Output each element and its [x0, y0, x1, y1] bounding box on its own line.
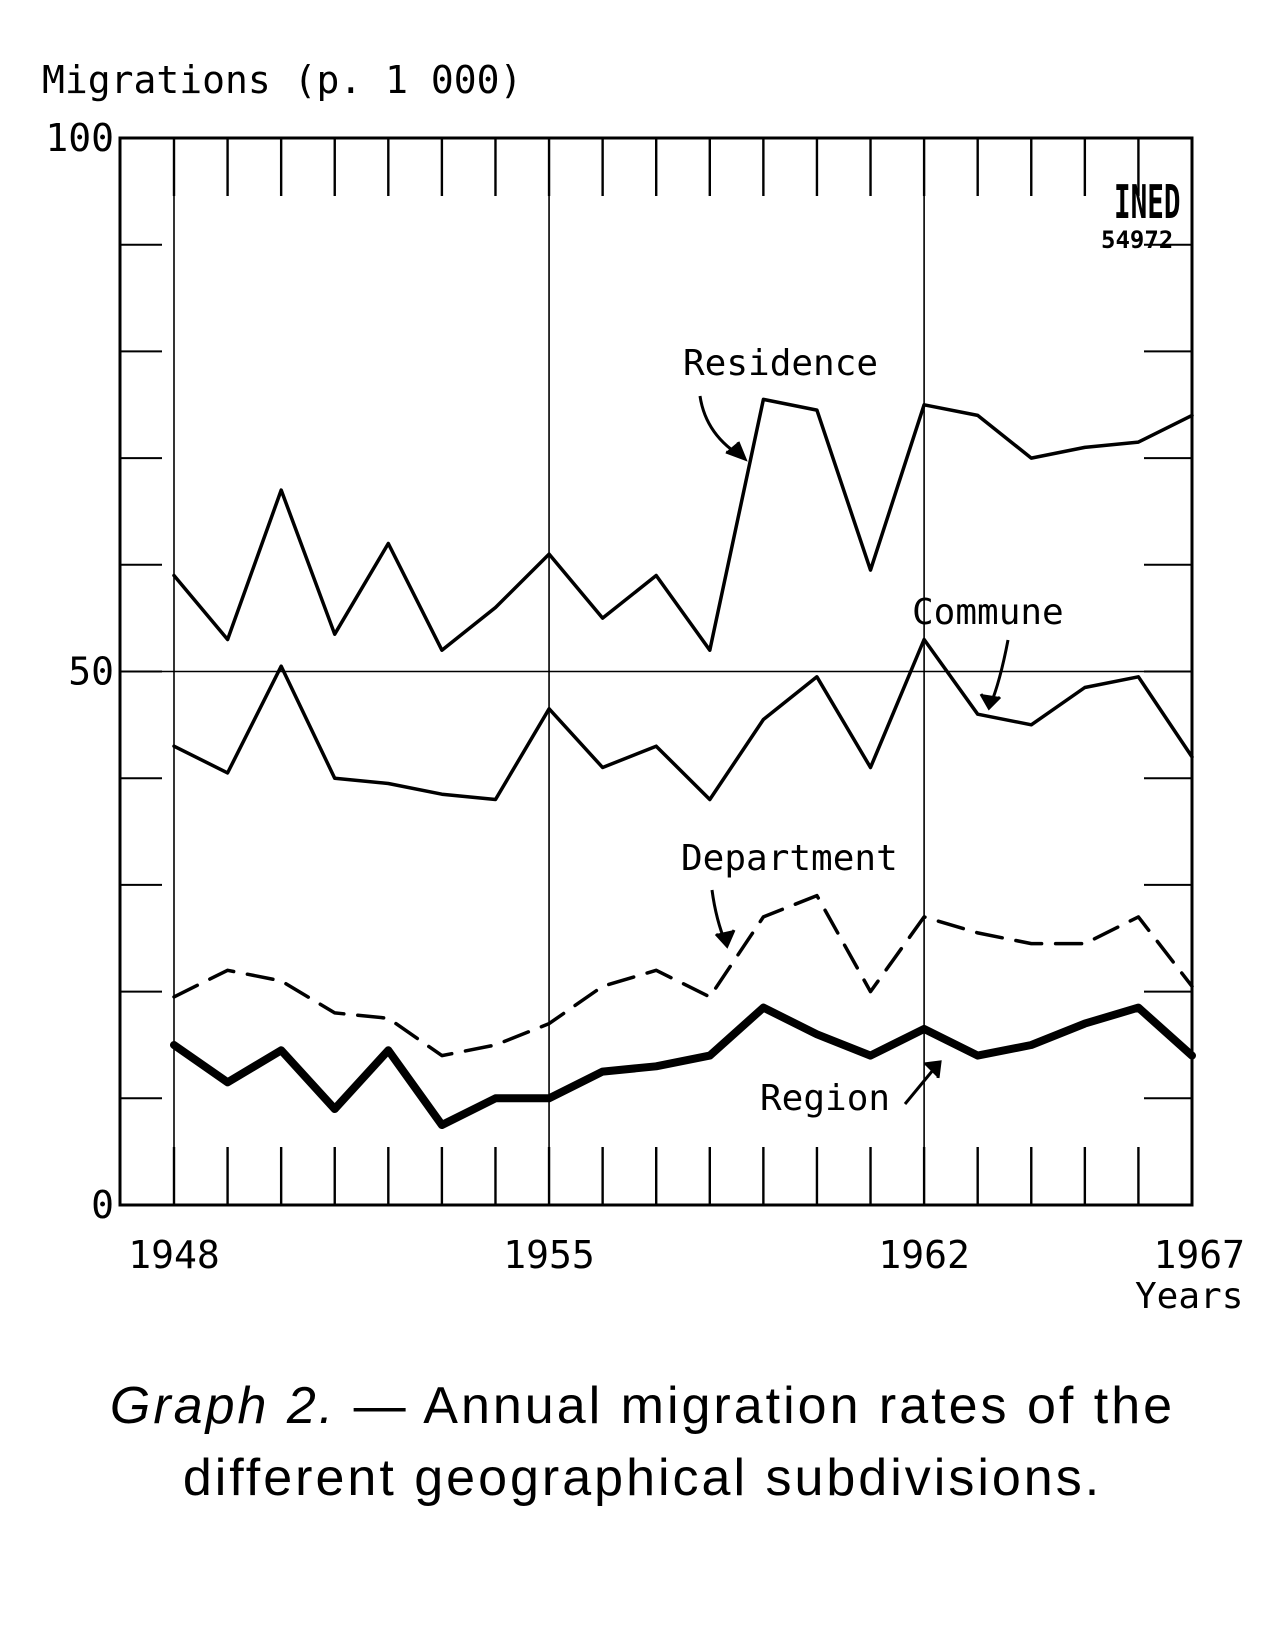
x-tick-label-1948: 1948 — [128, 1233, 220, 1277]
y-tick-label-100: 100 — [45, 116, 114, 160]
y-tick-label-50: 50 — [68, 650, 114, 694]
annotation-commune: Commune — [912, 592, 1064, 633]
x-tick-label-1955: 1955 — [503, 1233, 595, 1277]
x-axis-label: Years — [1135, 1276, 1243, 1317]
arrow-region-head — [923, 1060, 942, 1079]
figure-caption: Graph 2. — Annual migration rates of the… — [0, 1370, 1285, 1514]
annotation-department: Department — [681, 838, 898, 879]
annotation-residence: Residence — [683, 343, 878, 384]
series-line-region — [170, 1003, 1196, 1129]
annotation-arrows — [698, 395, 1010, 1105]
arrow-residence-head — [725, 441, 748, 462]
arrow-commune-head — [979, 693, 1002, 711]
series-line-commune — [172, 637, 1194, 802]
tick-marks — [120, 138, 1194, 1205]
stamp-number: 54972 — [1101, 226, 1173, 254]
series-lines — [170, 397, 1196, 1129]
y-axis-label: Migrations (p. 1 000) — [42, 58, 522, 102]
arrow-department-head — [714, 929, 736, 949]
series-line-department — [172, 893, 1194, 1058]
y-tick-label-0: 0 — [91, 1183, 114, 1227]
x-tick-label-1967: 1967 — [1153, 1233, 1245, 1277]
x-tick-label-1962: 1962 — [878, 1233, 970, 1277]
annotation-region: Region — [760, 1078, 890, 1119]
ined-stamp: INED 54972 — [1101, 176, 1180, 254]
stamp-title: INED — [1114, 176, 1180, 229]
caption-text: — Annual migration rates of the differen… — [182, 1377, 1176, 1507]
series-line-residence — [172, 397, 1194, 652]
tick-labels: 0 50 100 1948 1955 1962 1967 — [45, 116, 1245, 1277]
caption-lead: Graph 2. — [109, 1377, 337, 1435]
